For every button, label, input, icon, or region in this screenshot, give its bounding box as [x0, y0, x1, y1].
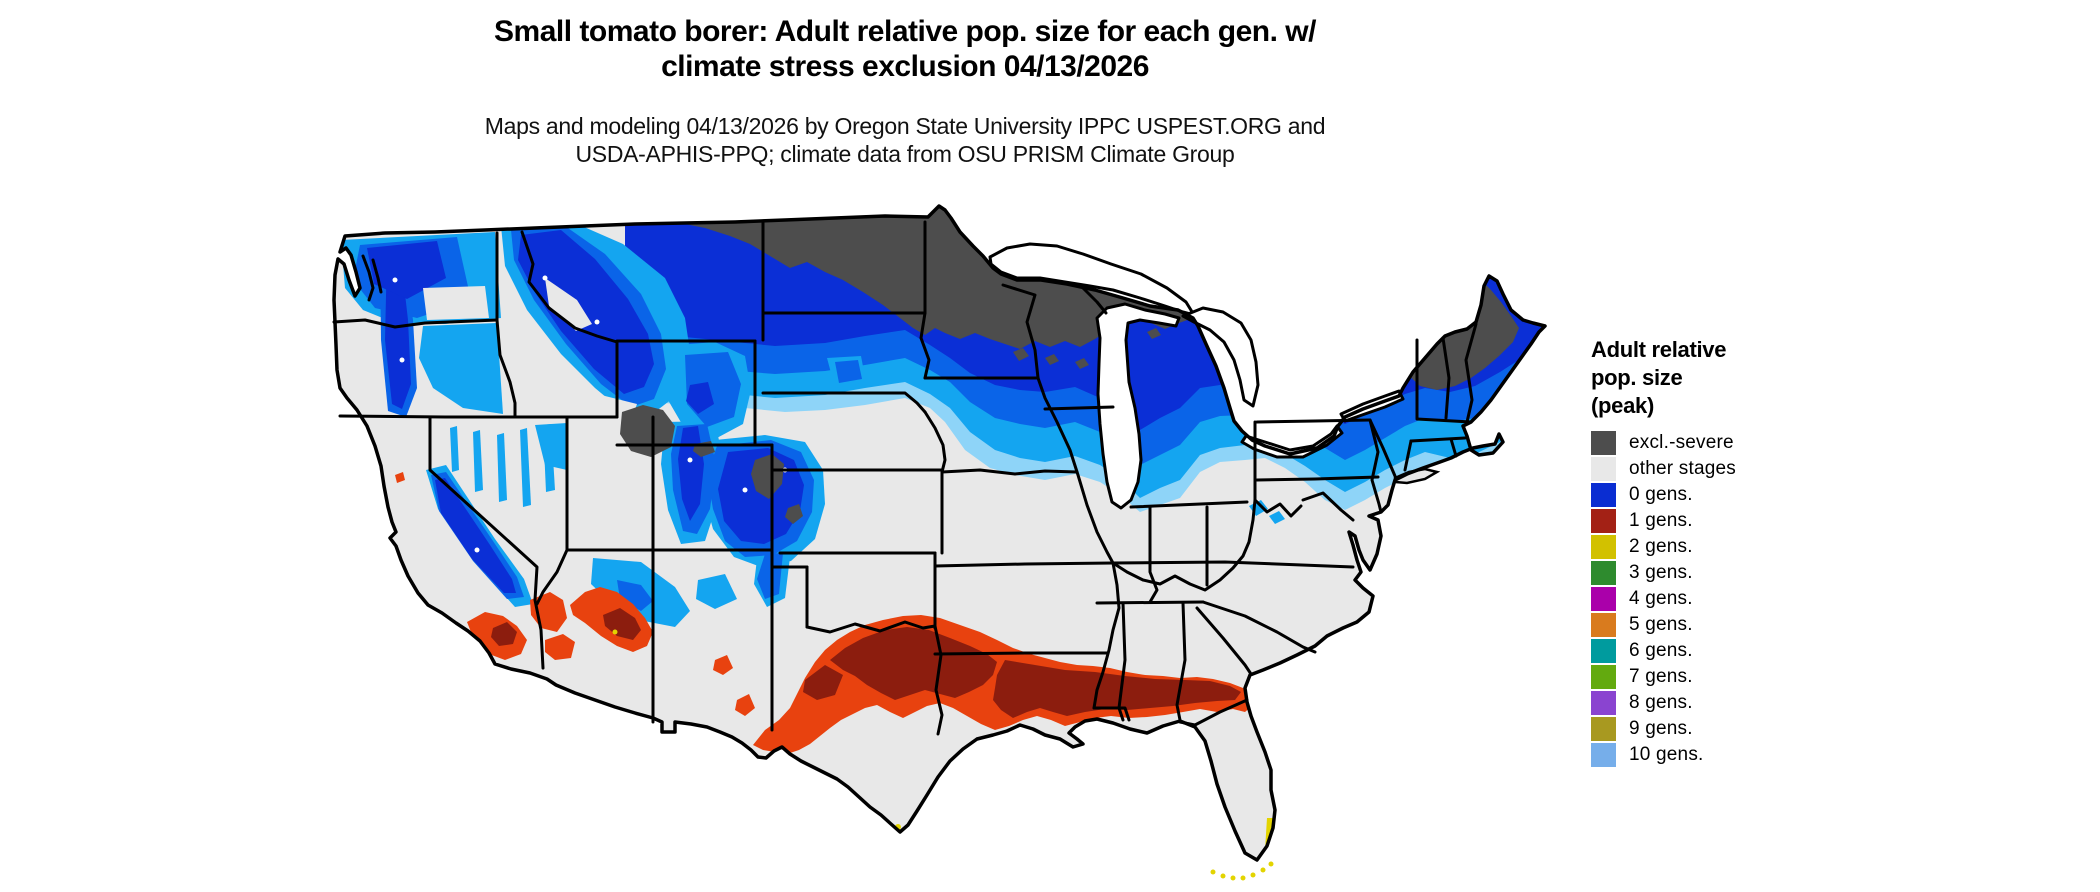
- map-subtitle: Maps and modeling 04/13/2026 by Oregon S…: [245, 112, 1565, 168]
- legend-title-line1: Adult relative: [1591, 337, 1727, 362]
- legend-label: 0 gens.: [1629, 484, 1693, 505]
- legend-label: 10 gens.: [1629, 744, 1704, 765]
- legend-title-line2: pop. size: [1591, 365, 1683, 390]
- legend-label: excl.-severe: [1629, 432, 1734, 453]
- legend-swatch-6: [1591, 587, 1616, 611]
- legend-label: 4 gens.: [1629, 588, 1693, 609]
- legend-swatch-5: [1591, 561, 1616, 585]
- legend-label: 8 gens.: [1629, 692, 1693, 713]
- legend-swatch-4: [1591, 535, 1616, 559]
- legend-swatch-9: [1591, 665, 1616, 689]
- legend-label: 7 gens.: [1629, 666, 1693, 687]
- map-subtitle-line1: Maps and modeling 04/13/2026 by Oregon S…: [484, 113, 1326, 139]
- state-borders: [332, 220, 1478, 736]
- us-map-svg: [332, 204, 1547, 881]
- legend-item: 6 gens.: [1591, 638, 1921, 664]
- legend-label: 2 gens.: [1629, 536, 1693, 557]
- legend-label: 3 gens.: [1629, 562, 1693, 583]
- legend-item: other stages: [1591, 456, 1921, 482]
- legend-swatch-8: [1591, 639, 1616, 663]
- legend: Adult relative pop. size (peak) excl.-se…: [1591, 336, 1921, 768]
- lake-huron: [1181, 306, 1260, 408]
- legend-swatch-12: [1591, 743, 1616, 767]
- legend-label: 9 gens.: [1629, 718, 1693, 739]
- map-title: Small tomato borer: Adult relative pop. …: [245, 14, 1565, 84]
- us-map: [245, 160, 1565, 892]
- map-subtitle-line2: USDA-APHIS-PPQ; climate data from OSU PR…: [575, 141, 1235, 167]
- map-title-line1: Small tomato borer: Adult relative pop. …: [494, 15, 1316, 48]
- legend-item: 3 gens.: [1591, 560, 1921, 586]
- legend-swatch-11: [1591, 717, 1616, 741]
- legend-item: 8 gens.: [1591, 690, 1921, 716]
- legend-item: 10 gens.: [1591, 742, 1921, 768]
- legend-item: 1 gens.: [1591, 508, 1921, 534]
- legend-label: 5 gens.: [1629, 614, 1693, 635]
- legend-item: 7 gens.: [1591, 664, 1921, 690]
- puget-sound: [361, 254, 383, 302]
- legend-item: 0 gens.: [1591, 482, 1921, 508]
- legend-swatch-3: [1591, 509, 1616, 533]
- legend-label: other stages: [1629, 458, 1736, 479]
- legend-swatch-0: [1591, 431, 1616, 455]
- legend-item: 4 gens.: [1591, 586, 1921, 612]
- lake-michigan: [1095, 302, 1181, 510]
- region-1-gens-core: [491, 608, 1241, 718]
- legend-item: 9 gens.: [1591, 716, 1921, 742]
- legend-label: 1 gens.: [1629, 510, 1693, 531]
- legend-item: 5 gens.: [1591, 612, 1921, 638]
- legend-item: excl.-severe: [1591, 430, 1921, 456]
- legend-swatch-10: [1591, 691, 1616, 715]
- legend-label: 6 gens.: [1629, 640, 1693, 661]
- legend-swatch-2: [1591, 483, 1616, 507]
- region-2-gens-keys: [1210, 861, 1274, 881]
- legend-title-line3: (peak): [1591, 393, 1654, 418]
- map-title-line2: climate stress exclusion 04/13/2026: [661, 50, 1149, 83]
- legend-item: 2 gens.: [1591, 534, 1921, 560]
- legend-items: excl.-severe other stages 0 gens. 1 gens. 2 …: [1591, 430, 1921, 768]
- legend-swatch-1: [1591, 457, 1616, 481]
- west-gray-holes: [423, 278, 637, 418]
- legend-title: Adult relative pop. size (peak): [1591, 336, 1921, 420]
- legend-swatch-7: [1591, 613, 1616, 637]
